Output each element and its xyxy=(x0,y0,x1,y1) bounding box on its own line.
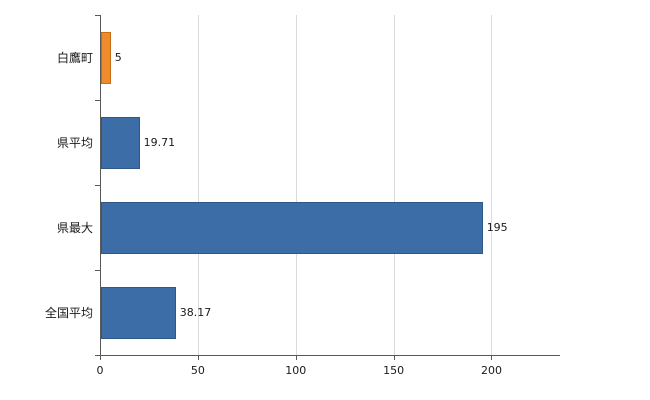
x-axis-tick-mark xyxy=(197,355,199,360)
gridline xyxy=(491,15,493,355)
category-label: 全国平均 xyxy=(44,305,93,320)
x-axis-tick-label: 150 xyxy=(383,364,405,377)
value-label: 38.17 xyxy=(179,305,212,319)
y-axis-line xyxy=(100,15,101,355)
bar-県最大 xyxy=(101,201,483,254)
value-label: 19.71 xyxy=(143,135,176,149)
y-axis-tick-mark xyxy=(95,270,100,271)
x-axis-tick-mark xyxy=(100,355,101,360)
y-axis-tick-mark xyxy=(95,15,100,16)
x-axis-tick-mark xyxy=(295,355,297,360)
value-label: 195 xyxy=(486,220,508,234)
category-label: 白鷹町 xyxy=(56,50,93,65)
y-axis-tick-mark xyxy=(95,355,100,356)
x-axis-tick-label: 100 xyxy=(285,364,307,377)
value-label: 5 xyxy=(114,50,122,64)
category-label: 県平均 xyxy=(56,135,93,150)
x-axis-tick-mark xyxy=(393,355,395,360)
x-axis-tick-mark xyxy=(491,355,493,360)
gridline xyxy=(197,15,199,355)
y-axis-tick-mark xyxy=(95,185,100,186)
bar-県平均 xyxy=(101,116,140,169)
x-axis-tick-label: 200 xyxy=(480,364,502,377)
bar-白鷹町 xyxy=(101,31,111,84)
gridline xyxy=(295,15,297,355)
x-axis-tick-label: 0 xyxy=(96,364,104,377)
bar-全国平均 xyxy=(101,286,176,339)
category-label: 県最大 xyxy=(56,220,93,235)
x-axis-line xyxy=(100,355,560,356)
gridline xyxy=(393,15,395,355)
x-axis-tick-label: 50 xyxy=(190,364,205,377)
y-axis-tick-mark xyxy=(95,100,100,101)
